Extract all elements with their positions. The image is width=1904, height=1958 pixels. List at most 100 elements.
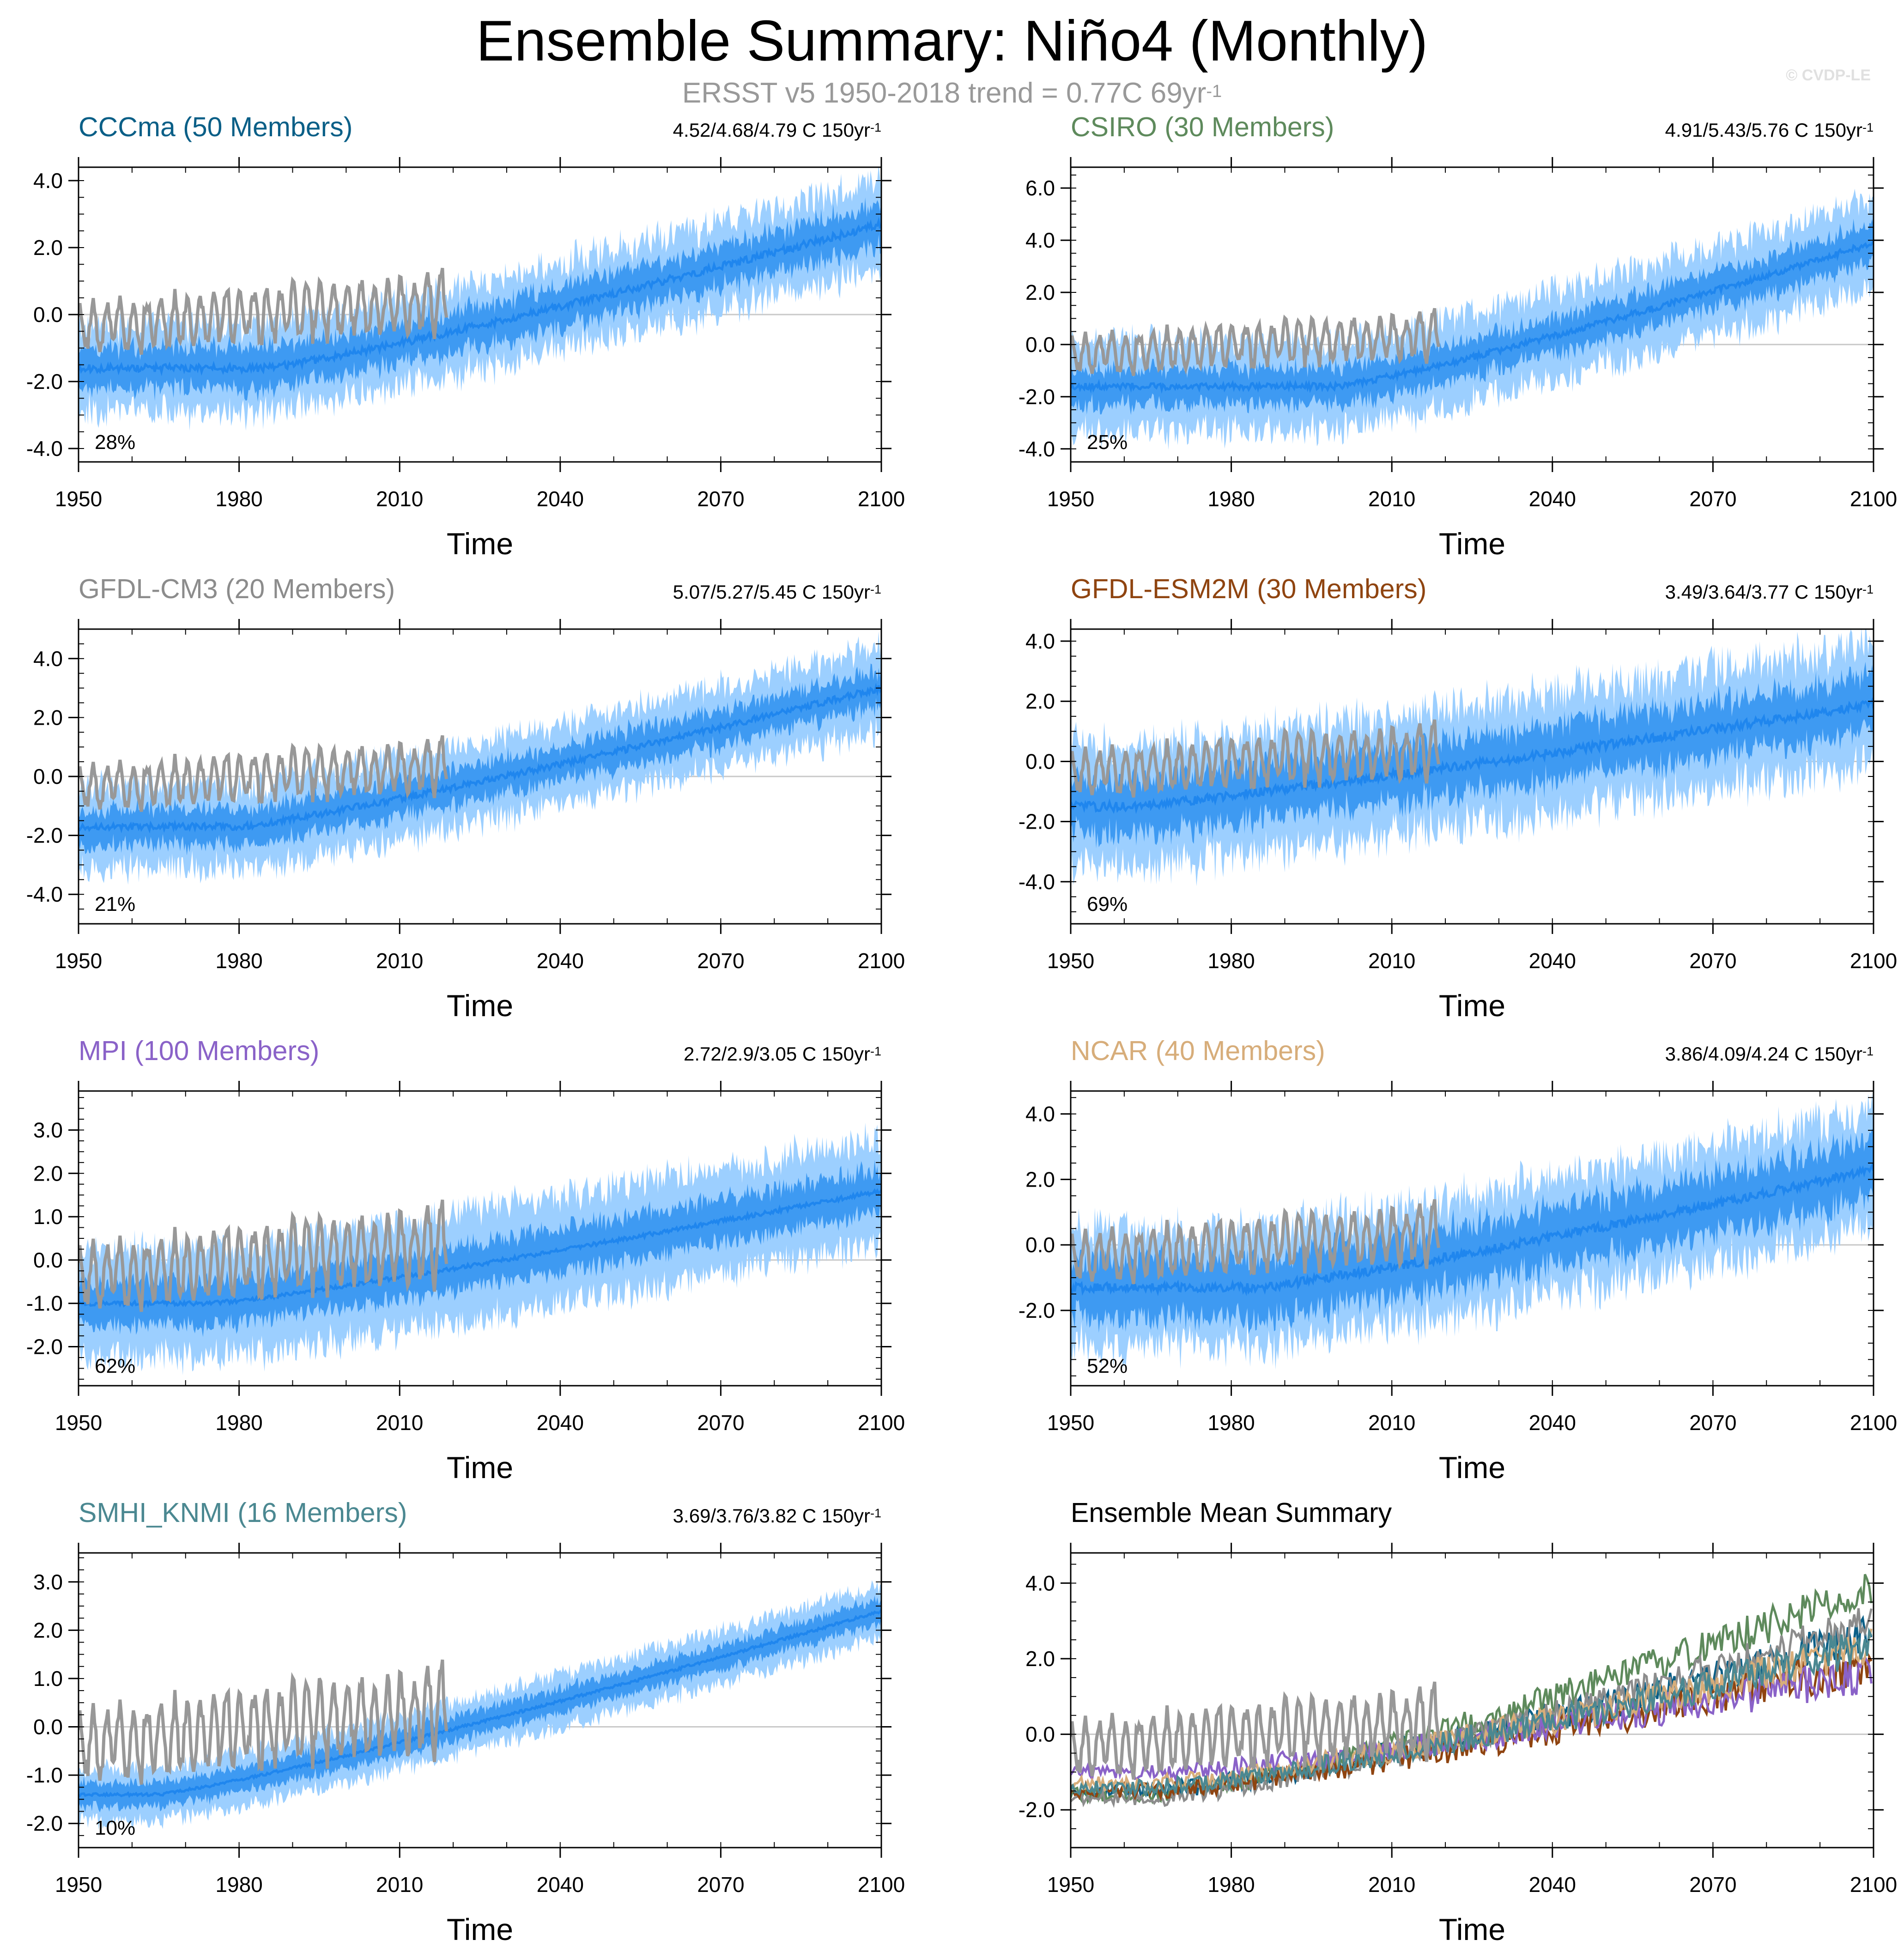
y-tick-label: -2.0 [1019, 810, 1055, 834]
panel-gfdl-esm2m: 1950 1980 2010 2040 2070 2100 -4.0 -2.0 0.0 2.0 4.… [1019, 619, 1897, 1023]
y-tick-label: 2.0 [1025, 280, 1055, 304]
x-tick-label: 1950 [1047, 949, 1094, 973]
x-tick-label: 2070 [697, 949, 744, 973]
x-tick-label: 1950 [1047, 487, 1094, 511]
x-tick-label: 1980 [1207, 1873, 1255, 1897]
panel-trend-label: 3.86/4.09/4.24 C 150yr-1 [1665, 1043, 1874, 1066]
plot-area [1071, 629, 1874, 889]
ensemble-iqr-band [1071, 218, 1874, 415]
x-tick-label: 2100 [1850, 1411, 1897, 1435]
panel-gfdl-cm3: 1950 1980 2010 2040 2070 2100 -4.0 -2.0 0.0 2.0 4.… [26, 619, 905, 1023]
x-tick-label: 2040 [1529, 487, 1576, 511]
panel-trend-label: 3.69/3.76/3.82 C 150yr-1 [673, 1504, 881, 1528]
series-line-csiro [1071, 1574, 1873, 1805]
y-tick-label: -4.0 [26, 882, 63, 906]
trend-text: 4.52/4.68/4.79 C 150yr [673, 119, 870, 141]
panel-cccma: 1950 1980 2010 2040 2070 2100 -4.0 -2.0 0.0 2.0 4.… [26, 157, 905, 561]
ensemble-mean-line [1071, 1162, 1874, 1297]
series-line-smhi-knmi [1071, 1627, 1873, 1798]
x-tick-label: 2070 [697, 1873, 744, 1897]
plot-area [79, 1580, 881, 1831]
y-tick-label: 2.0 [33, 1161, 63, 1185]
watermark: © CVDP-LE [1786, 67, 1871, 84]
y-tick-label: 6.0 [1025, 176, 1055, 200]
y-tick-label: 0.0 [1025, 333, 1055, 357]
y-tick-label: 2.0 [1025, 1647, 1055, 1671]
x-tick-label: 2070 [1689, 949, 1736, 973]
panel-summary: 1950 1980 2010 2040 2070 2100 -2.0 0.0 2.0 4.0 Tim… [1019, 1543, 1897, 1946]
y-tick-label: -2.0 [26, 1812, 63, 1836]
y-tick-label: -2.0 [1019, 1798, 1055, 1822]
trend-superscript: -1 [1862, 121, 1874, 134]
panel-title: NCAR (40 Members) [1071, 1036, 1325, 1066]
y-tick-label: 4.0 [1025, 228, 1055, 252]
observations-line [79, 735, 449, 812]
y-tick-label: -2.0 [26, 370, 63, 394]
x-tick-label: 2070 [697, 487, 744, 511]
plot-area [1071, 1092, 1874, 1370]
panel-trend-label: 4.91/5.43/5.76 C 150yr-1 [1665, 119, 1874, 142]
y-tick-label: -2.0 [26, 1335, 63, 1359]
x-tick-label: 2010 [1368, 487, 1415, 511]
plot-area [79, 167, 881, 431]
ensemble-iqr-band [79, 1595, 881, 1813]
x-tick-label: 1950 [55, 949, 102, 973]
subtitle-superscript: -1 [1206, 82, 1222, 101]
y-tick-label: 0.0 [1025, 749, 1055, 773]
plot-frame [1070, 1552, 1874, 1849]
trend-superscript: -1 [870, 1506, 881, 1520]
x-tick-label: 1980 [1207, 487, 1255, 511]
x-tick-label: 1980 [215, 1873, 262, 1897]
ensemble-iqr-band [1071, 661, 1874, 849]
x-axis-label: Time [1439, 527, 1505, 561]
ensemble-mean-line [1071, 241, 1874, 394]
observations-line [1071, 308, 1441, 376]
x-tick-label: 2040 [1529, 949, 1576, 973]
ensemble-iqr-band [79, 1160, 881, 1337]
trend-text: 3.86/4.09/4.24 C 150yr [1665, 1043, 1862, 1065]
plot-frame [1070, 166, 1874, 463]
y-tick-label: 4.0 [33, 169, 63, 193]
plot-frame [1070, 1090, 1874, 1387]
x-tick-label: 2010 [376, 949, 423, 973]
y-tick-label: -4.0 [1019, 437, 1055, 461]
trend-superscript: -1 [1862, 1044, 1874, 1058]
x-tick-label: 2100 [1850, 1873, 1897, 1897]
y-tick-label: 2.0 [33, 1618, 63, 1642]
trend-text: 5.07/5.27/5.45 C 150yr [673, 581, 870, 603]
y-tick-label: 0.0 [33, 1715, 63, 1739]
x-tick-label: 1980 [215, 487, 262, 511]
panel-trend-label: 5.07/5.27/5.45 C 150yr-1 [673, 581, 881, 604]
x-tick-label: 1950 [55, 1411, 102, 1435]
percent-label: 25% [1087, 431, 1128, 454]
panel-ncar: 1950 1980 2010 2040 2070 2100 -2.0 0.0 2.0 4.0 52%… [1019, 1081, 1897, 1485]
y-tick-label: 3.0 [33, 1570, 63, 1594]
x-tick-label: 2040 [537, 487, 584, 511]
y-tick-label: 4.0 [1025, 629, 1055, 653]
panel-title: MPI (100 Members) [79, 1036, 320, 1066]
observations-line [79, 267, 449, 355]
x-tick-label: 2070 [1689, 1411, 1736, 1435]
ensemble-mean-line [79, 217, 881, 376]
x-tick-label: 1950 [55, 487, 102, 511]
plot-area [1071, 1574, 1874, 1808]
ensemble-mean-line [79, 1188, 881, 1309]
y-tick-label: 2.0 [33, 236, 63, 260]
trend-superscript: -1 [870, 121, 881, 134]
x-tick-label: 2010 [1368, 1411, 1415, 1435]
trend-superscript: -1 [870, 1044, 881, 1058]
x-tick-label: 1980 [1207, 1411, 1255, 1435]
plot-area [1071, 188, 1874, 450]
ensemble-iqr-band [79, 663, 881, 855]
ensemble-mean-line [79, 683, 881, 834]
x-tick-label: 1980 [215, 1411, 262, 1435]
y-tick-label: -1.0 [26, 1291, 63, 1315]
x-tick-label: 1950 [1047, 1873, 1094, 1897]
y-tick-label: 1.0 [33, 1667, 63, 1691]
panel-title: GFDL-ESM2M (30 Members) [1071, 574, 1427, 604]
panel-title: Ensemble Mean Summary [1071, 1497, 1392, 1528]
x-tick-label: 2070 [1689, 487, 1736, 511]
trend-text: 2.72/2.9/3.05 C 150yr [684, 1043, 870, 1065]
x-tick-label: 2070 [697, 1411, 744, 1435]
ensemble-range-band [79, 631, 881, 885]
